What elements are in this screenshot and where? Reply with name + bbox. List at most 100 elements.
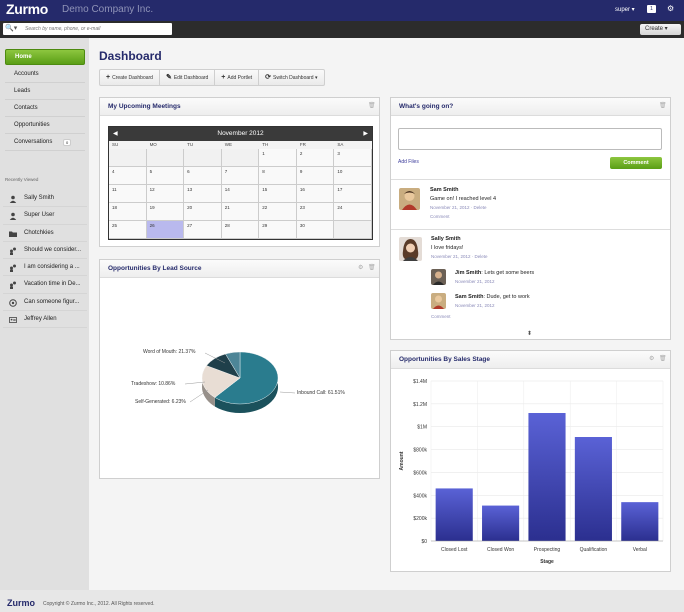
sidebar: Home Accounts Leads Contacts Opportuniti… (0, 38, 89, 590)
nav-item-contacts[interactable]: Contacts (5, 100, 85, 117)
calendar-day[interactable]: 11 (109, 185, 147, 203)
recent-item[interactable]: Super User (3, 207, 87, 225)
plus-icon: + (106, 74, 111, 81)
calendar-day[interactable]: 13 (184, 185, 222, 203)
recent-item-label: Should we consider... (24, 246, 82, 253)
calendar-day[interactable] (184, 149, 222, 167)
trash-icon[interactable]: 🗑 (659, 103, 667, 109)
gear-icon[interactable]: ⚙ (358, 265, 364, 271)
pie-slice-self-generated (225, 351, 241, 379)
calendar-day[interactable]: 29 (259, 221, 297, 239)
settings-gear-icon[interactable]: ⚙ (667, 4, 675, 13)
footer-logo[interactable]: Zurmo (7, 598, 35, 608)
copyright-text: Copyright © Zurmo Inc., 2012. All Rights… (43, 601, 155, 607)
post-meta: November 21, 2012 · Delete (431, 254, 488, 259)
calendar-day[interactable] (334, 221, 372, 239)
calendar-day[interactable] (221, 149, 260, 167)
switch-dashboard-button[interactable]: ⟳ Switch Dashboard ▾ (265, 74, 318, 81)
resize-handle-icon[interactable]: ⬍ (527, 331, 533, 337)
calendar-day[interactable]: 28 (221, 221, 260, 239)
recent-item[interactable]: Sally Smith (3, 190, 87, 208)
calendar-day[interactable]: 27 (184, 221, 222, 239)
user-menu[interactable]: super ▾ (615, 7, 635, 13)
calendar-day[interactable]: 6 (184, 167, 222, 185)
nav-item-accounts[interactable]: Accounts (5, 66, 85, 83)
conversation-icon (10, 247, 16, 255)
calendar-day[interactable]: 1 (259, 149, 297, 167)
create-dashboard-button[interactable]: + Create Dashboard (100, 70, 160, 85)
nav-item-home[interactable]: Home (5, 49, 85, 65)
trash-icon[interactable]: 🗑 (368, 265, 376, 271)
avatar (431, 293, 446, 309)
calendar-day[interactable]: 3 (334, 149, 372, 167)
pie-leader-line (184, 381, 206, 385)
calendar-day[interactable]: 25 (109, 221, 147, 239)
calendar-day[interactable]: 4 (109, 167, 147, 185)
prev-month-icon[interactable]: ◀ (113, 131, 118, 137)
nav-item-opportunities[interactable]: Opportunities (5, 117, 85, 134)
recent-item[interactable]: I am considering a ... (3, 259, 87, 277)
calendar-day[interactable]: 22 (259, 203, 297, 221)
calendar-day[interactable]: 26 (146, 221, 185, 239)
calendar-day[interactable]: 18 (109, 203, 147, 221)
activity-post: Sally Smith I love fridays! November 21,… (391, 229, 670, 333)
pie-leader-line (279, 391, 296, 394)
calendar-day[interactable]: 5 (146, 167, 185, 185)
status-input[interactable] (398, 128, 662, 150)
post-author[interactable]: Sally Smith (431, 236, 461, 242)
nav-item-conversations[interactable]: Conversations 0 (5, 134, 85, 151)
calendar-day[interactable]: 9 (296, 167, 335, 185)
post-text: Game on! I reached level 4 (430, 196, 497, 202)
calendar-day[interactable]: 15 (259, 185, 297, 203)
global-search-input[interactable] (25, 25, 169, 33)
calendar-day[interactable]: 2 (296, 149, 335, 167)
post-author[interactable]: Sam Smith (430, 187, 459, 193)
recent-item[interactable]: Can someone figur... (3, 294, 87, 312)
trash-icon[interactable]: 🗑 (368, 103, 376, 109)
calendar-day[interactable]: 12 (146, 185, 185, 203)
search-icon[interactable]: 🔍▾ (5, 25, 18, 32)
calendar-day[interactable]: 30 (296, 221, 335, 239)
reply-body: : Dude, get to work (483, 294, 530, 300)
recent-item[interactable]: Should we consider... (3, 242, 87, 260)
calendar-day[interactable]: 17 (334, 185, 372, 203)
nav-item-leads[interactable]: Leads (5, 83, 85, 100)
calendar-day[interactable]: 14 (221, 185, 260, 203)
comment-button[interactable]: Comment (610, 157, 662, 169)
app-logo[interactable]: Zurmo (6, 1, 49, 17)
comment-link[interactable]: Comment (430, 214, 450, 219)
calendar-day[interactable]: 21 (221, 203, 260, 221)
calendar-day[interactable]: 7 (221, 167, 260, 185)
comment-link[interactable]: Comment (431, 314, 451, 319)
y-tick-label: $0 (421, 539, 427, 545)
reply-author[interactable]: Sam Smith (455, 294, 484, 300)
pie-label-self-generated: Self-Generated: 6.23% (135, 399, 186, 405)
notifications-badge[interactable]: 1 (647, 5, 656, 13)
calendar-day[interactable] (109, 149, 147, 167)
calendar-day[interactable]: 20 (184, 203, 222, 221)
calendar-day[interactable]: 10 (334, 167, 372, 185)
trash-icon[interactable]: 🗑 (659, 356, 667, 362)
calendar-day[interactable]: 19 (146, 203, 185, 221)
add-portlet-button[interactable]: + Add Portlet (215, 70, 260, 85)
calendar-weekday: FR (299, 142, 306, 147)
calendar-day[interactable]: 8 (259, 167, 297, 185)
recent-item[interactable]: Vacation time in De... (3, 276, 87, 294)
delete-link[interactable]: Delete (474, 254, 488, 259)
portlet-title: Opportunities By Lead Source (108, 265, 202, 272)
edit-dashboard-button[interactable]: ✎ Edit Dashboard (160, 70, 216, 85)
create-button[interactable]: Create ▾ (640, 24, 681, 35)
recent-item[interactable]: Chotchkies (3, 225, 87, 242)
calendar-day[interactable]: 24 (334, 203, 372, 221)
reply-author[interactable]: Jim Smith (455, 270, 482, 276)
conversation-icon (10, 264, 16, 273)
next-month-icon[interactable]: ▶ (363, 131, 368, 137)
calendar-day[interactable] (146, 149, 185, 167)
calendar-day[interactable]: 23 (296, 203, 335, 221)
delete-link[interactable]: Delete (473, 205, 487, 210)
calendar-day[interactable]: 16 (296, 185, 335, 203)
recent-item[interactable]: Jeffrey Allen (3, 311, 87, 329)
bar-qualification (574, 437, 612, 541)
add-files-link[interactable]: Add Files (398, 159, 419, 165)
gear-icon[interactable]: ⚙ (649, 356, 655, 362)
